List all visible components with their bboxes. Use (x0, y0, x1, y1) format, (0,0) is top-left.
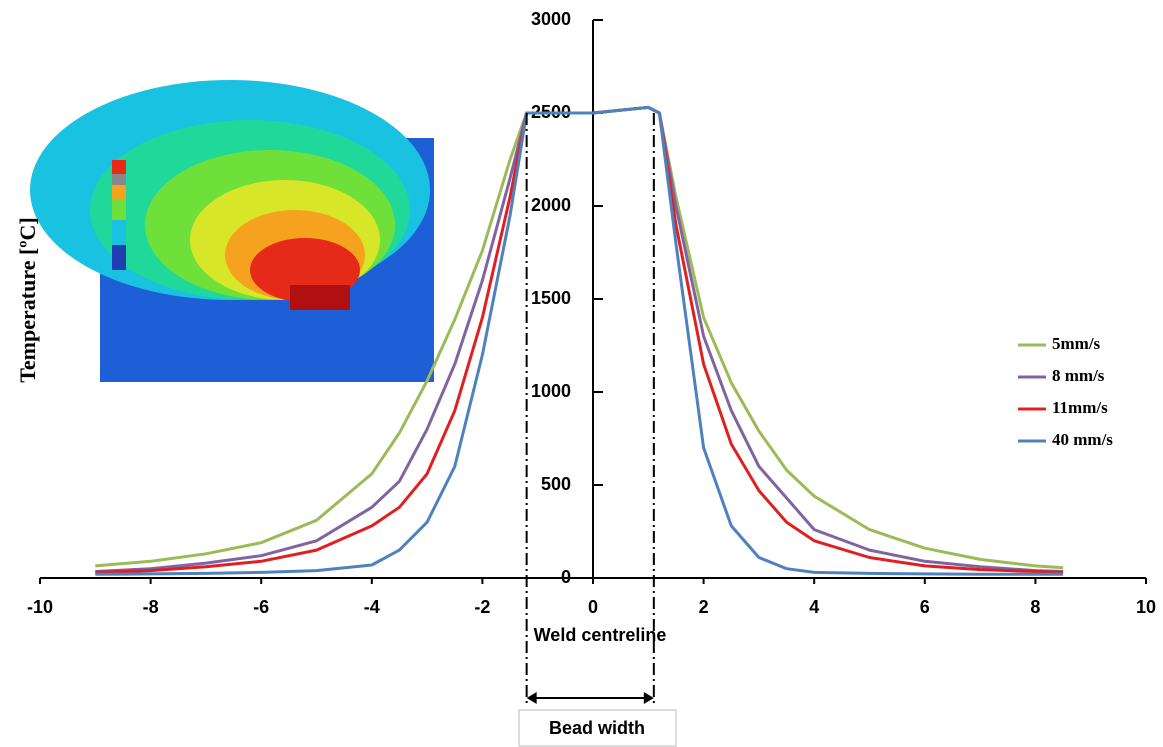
y-tick-label: 500 (541, 474, 571, 494)
y-tick-label: 1500 (531, 288, 571, 308)
x-tick-label: -6 (253, 597, 269, 617)
annotation-box (518, 709, 677, 747)
y-tick-label: 0 (561, 567, 571, 587)
x-tick-label: 4 (809, 597, 819, 617)
x-tick-label: -4 (364, 597, 380, 617)
y-tick-label: 3000 (531, 9, 571, 29)
legend-label: 8 mm/s (1052, 366, 1105, 385)
x-tick-label: -10 (27, 597, 53, 617)
y-axis-title: Temperature [ºC] (15, 217, 40, 383)
annotation: Bead width (549, 718, 645, 738)
legend-label: 5mm/s (1052, 334, 1101, 353)
y-tick-label: 1000 (531, 381, 571, 401)
x-tick-label: 0 (588, 597, 598, 617)
x-tick-label: 10 (1136, 597, 1156, 617)
x-tick-label: 8 (1030, 597, 1040, 617)
x-axis-title: Weld centreline (534, 625, 667, 645)
x-tick-label: -8 (143, 597, 159, 617)
x-tick-label: 2 (699, 597, 709, 617)
x-tick-label: -2 (474, 597, 490, 617)
inset-image (30, 80, 434, 382)
series-line (95, 105, 1064, 576)
x-tick-label: 6 (920, 597, 930, 617)
legend-label: 11mm/s (1052, 398, 1108, 417)
legend-label: 40 mm/s (1052, 430, 1113, 449)
y-tick-label: 2000 (531, 195, 571, 215)
